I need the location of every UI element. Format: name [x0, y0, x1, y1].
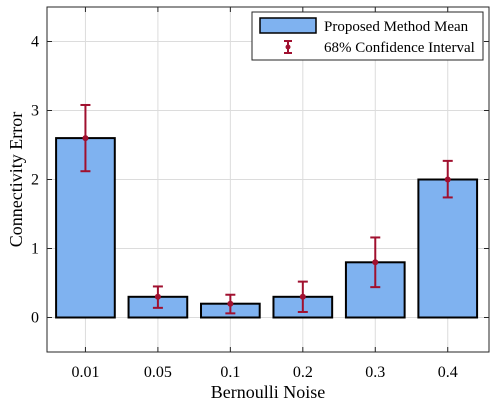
x-tick-label: 0.01	[71, 364, 99, 381]
y-tick-label: 0	[31, 310, 39, 327]
y-tick-label: 2	[31, 172, 39, 189]
mean-marker	[444, 176, 451, 183]
error-bar	[152, 285, 163, 309]
legend-label-ci: 68% Confidence Interval	[324, 40, 475, 56]
y-axis-ticks: 0 1 2 3 4	[31, 34, 489, 327]
x-tick-label: 0.4	[438, 364, 458, 381]
x-tick-label: 0.1	[220, 364, 240, 381]
x-tick-label: 0.2	[293, 364, 313, 381]
mean-marker	[227, 300, 234, 307]
mean-marker	[154, 293, 161, 300]
mean-marker	[82, 135, 89, 142]
y-tick-label: 1	[31, 241, 39, 258]
mean-marker	[299, 293, 306, 300]
y-tick-label: 4	[31, 34, 39, 51]
bar	[55, 137, 116, 319]
bar	[417, 178, 479, 319]
error-bar	[370, 236, 381, 289]
legend-mean-marker	[285, 44, 291, 50]
y-tick-label: 3	[31, 103, 39, 120]
y-axis-label: Connectivity Error	[6, 112, 26, 247]
error-bars	[80, 103, 453, 315]
legend-label-mean: Proposed Method Mean	[324, 19, 469, 35]
legend: Proposed Method Mean 68% Confidence Inte…	[251, 11, 484, 61]
x-axis-label: Bernoulli Noise	[211, 382, 326, 402]
error-bar	[297, 280, 308, 313]
x-tick-label: 0.05	[144, 364, 172, 381]
mean-marker	[372, 259, 379, 266]
x-tick-label: 0.3	[365, 364, 385, 381]
error-bar	[80, 103, 91, 173]
error-bar	[225, 293, 236, 315]
legend-errorbar-swatch	[284, 40, 292, 54]
legend-bar-swatch	[259, 17, 317, 34]
error-bar	[442, 159, 453, 199]
x-axis-ticks: 0.01 0.05 0.1 0.2 0.3 0.4	[71, 7, 458, 381]
